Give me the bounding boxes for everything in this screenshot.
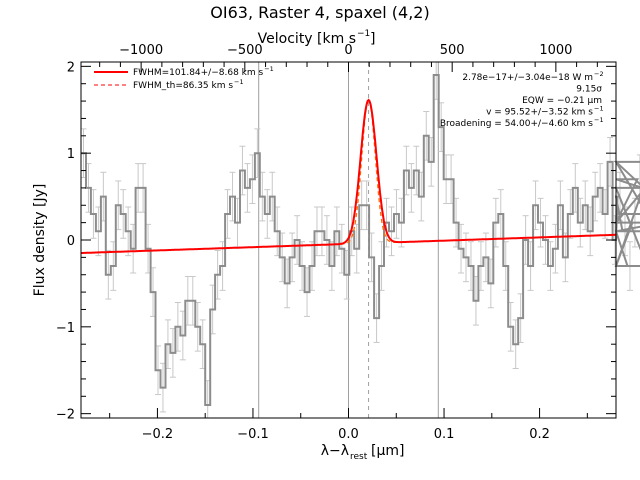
- spectrum-line: [81, 74, 640, 406]
- y-tick-label: 0: [67, 234, 75, 249]
- y-tick-label: −2: [56, 408, 75, 423]
- velocity-tick-label: −1000: [119, 43, 163, 58]
- top-axis-label-close: ]: [370, 31, 375, 47]
- top-axis-label: Velocity [km s −1 ]: [258, 29, 376, 47]
- velocity-tick-label: −500: [227, 43, 263, 58]
- y-tick-label: 2: [67, 60, 75, 75]
- annotation-text: v = 95.52+/−3.52 km s: [486, 108, 593, 118]
- gaussian-fit-curve: [81, 98, 616, 254]
- chart-title: OI63, Raster 4, spaxel (4,2): [210, 3, 429, 22]
- annotation-sup: −1: [594, 105, 604, 113]
- x-tick-label: 0.1: [434, 427, 455, 442]
- y-axis-label: Flux density [Jy]: [32, 184, 48, 297]
- legend-label: FWHM=101.84+/−8.68 km s: [133, 68, 263, 78]
- annotation-sup: −2: [594, 70, 604, 78]
- bottom-axis-label-sub: rest: [350, 452, 368, 462]
- velocity-tick-label: 1000: [539, 43, 572, 58]
- bottom-axis-label-unit: [μm]: [371, 443, 404, 459]
- bottom-axis-label: λ−λ rest [μm]: [321, 443, 405, 462]
- annotation-sup: −1: [594, 116, 604, 124]
- x-tick-label: −0.2: [142, 427, 174, 442]
- tick-labels: −0.2 −0.1 0.0 0.1 0.2 −2 −1 0 1 2 −1000 −500 0 500 100…: [56, 43, 573, 442]
- velocity-tick-label: 0: [344, 43, 352, 58]
- annotation-text: 2.78e−17+/−3.04e−18 W m: [462, 73, 593, 83]
- top-axis-label-text: Velocity [km s: [258, 31, 356, 47]
- x-tick-label: 0.2: [529, 427, 550, 442]
- legend-label: FWHM_th=86.35 km s: [133, 81, 233, 91]
- legend-label-sup: −1: [264, 65, 274, 73]
- top-axis-label-sup: −1: [357, 29, 370, 39]
- x-tick-label: 0.0: [338, 427, 359, 442]
- spectrum-series: [81, 74, 640, 406]
- annotation-text: Broadening = 54.00+/−4.60 km s: [440, 119, 593, 129]
- annotation-text: EQW = −0.21 μm: [522, 96, 602, 106]
- x-tick-label: −0.1: [237, 427, 269, 442]
- y-tick-label: 1: [67, 147, 75, 162]
- fit-curves: [81, 98, 616, 254]
- axes-frame: [80, 61, 617, 419]
- velocity-tick-label: 500: [440, 43, 465, 58]
- bottom-axis-label-text: λ−λ: [321, 443, 349, 459]
- annotation-text: 9.15σ: [576, 85, 602, 95]
- legend-label-sup: −1: [234, 78, 244, 86]
- y-tick-label: −1: [56, 321, 75, 336]
